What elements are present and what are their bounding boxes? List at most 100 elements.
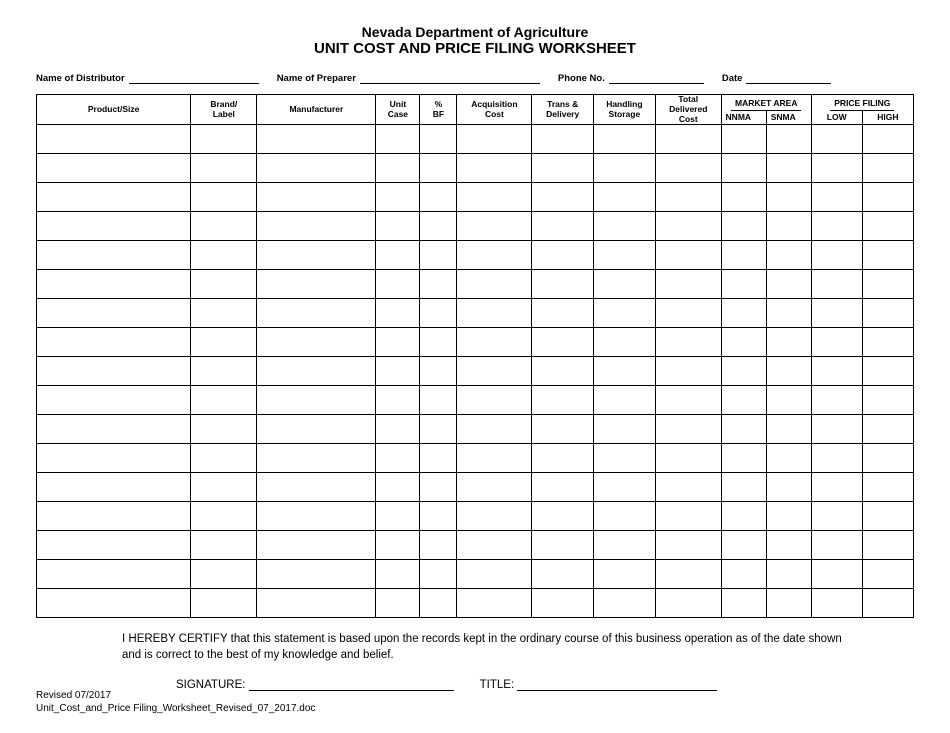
table-cell[interactable] bbox=[766, 357, 799, 386]
table-cell[interactable] bbox=[420, 270, 457, 299]
table-cell[interactable] bbox=[862, 328, 913, 357]
title-input[interactable] bbox=[517, 677, 717, 691]
table-cell[interactable] bbox=[811, 212, 862, 241]
table-cell[interactable] bbox=[655, 473, 721, 502]
table-cell[interactable] bbox=[862, 270, 913, 299]
table-cell[interactable] bbox=[532, 589, 594, 618]
table-cell[interactable] bbox=[862, 357, 913, 386]
table-cell[interactable] bbox=[457, 589, 532, 618]
table-cell[interactable] bbox=[655, 502, 721, 531]
table-cell[interactable] bbox=[721, 473, 754, 502]
table-cell[interactable] bbox=[420, 299, 457, 328]
table-cell[interactable] bbox=[37, 125, 191, 154]
table-cell[interactable] bbox=[532, 386, 594, 415]
table-cell[interactable] bbox=[800, 444, 811, 473]
table-cell[interactable] bbox=[766, 444, 799, 473]
table-cell[interactable] bbox=[376, 299, 420, 328]
table-cell[interactable] bbox=[655, 212, 721, 241]
table-cell[interactable] bbox=[37, 357, 191, 386]
table-cell[interactable] bbox=[37, 212, 191, 241]
table-cell[interactable] bbox=[594, 444, 656, 473]
table-cell[interactable] bbox=[862, 125, 913, 154]
table-cell[interactable] bbox=[376, 212, 420, 241]
table-cell[interactable] bbox=[191, 415, 257, 444]
table-cell[interactable] bbox=[376, 386, 420, 415]
table-cell[interactable] bbox=[800, 270, 811, 299]
table-cell[interactable] bbox=[37, 270, 191, 299]
table-cell[interactable] bbox=[257, 270, 376, 299]
table-cell[interactable] bbox=[721, 531, 754, 560]
table-cell[interactable] bbox=[755, 212, 766, 241]
table-cell[interactable] bbox=[800, 212, 811, 241]
table-cell[interactable] bbox=[594, 125, 656, 154]
table-cell[interactable] bbox=[457, 125, 532, 154]
table-cell[interactable] bbox=[532, 212, 594, 241]
table-cell[interactable] bbox=[655, 415, 721, 444]
table-cell[interactable] bbox=[257, 212, 376, 241]
table-cell[interactable] bbox=[376, 183, 420, 212]
table-cell[interactable] bbox=[532, 299, 594, 328]
table-cell[interactable] bbox=[457, 473, 532, 502]
table-cell[interactable] bbox=[594, 502, 656, 531]
table-cell[interactable] bbox=[376, 502, 420, 531]
table-cell[interactable] bbox=[800, 125, 811, 154]
table-cell[interactable] bbox=[655, 299, 721, 328]
table-cell[interactable] bbox=[594, 415, 656, 444]
table-cell[interactable] bbox=[766, 415, 799, 444]
table-cell[interactable] bbox=[862, 444, 913, 473]
table-cell[interactable] bbox=[800, 386, 811, 415]
table-cell[interactable] bbox=[594, 241, 656, 270]
table-cell[interactable] bbox=[862, 531, 913, 560]
table-cell[interactable] bbox=[811, 241, 862, 270]
table-cell[interactable] bbox=[655, 386, 721, 415]
table-cell[interactable] bbox=[191, 328, 257, 357]
table-cell[interactable] bbox=[811, 589, 862, 618]
table-cell[interactable] bbox=[420, 415, 457, 444]
table-cell[interactable] bbox=[811, 357, 862, 386]
table-cell[interactable] bbox=[862, 589, 913, 618]
table-cell[interactable] bbox=[191, 473, 257, 502]
table-cell[interactable] bbox=[191, 241, 257, 270]
table-cell[interactable] bbox=[755, 560, 766, 589]
table-cell[interactable] bbox=[755, 241, 766, 270]
table-cell[interactable] bbox=[594, 531, 656, 560]
table-cell[interactable] bbox=[191, 386, 257, 415]
table-cell[interactable] bbox=[766, 386, 799, 415]
table-cell[interactable] bbox=[766, 241, 799, 270]
table-cell[interactable] bbox=[457, 299, 532, 328]
table-cell[interactable] bbox=[766, 560, 799, 589]
table-cell[interactable] bbox=[755, 589, 766, 618]
table-cell[interactable] bbox=[766, 125, 799, 154]
table-cell[interactable] bbox=[755, 444, 766, 473]
table-cell[interactable] bbox=[532, 444, 594, 473]
table-cell[interactable] bbox=[37, 183, 191, 212]
table-cell[interactable] bbox=[457, 270, 532, 299]
table-cell[interactable] bbox=[755, 357, 766, 386]
table-cell[interactable] bbox=[655, 560, 721, 589]
table-cell[interactable] bbox=[376, 415, 420, 444]
table-cell[interactable] bbox=[376, 328, 420, 357]
table-cell[interactable] bbox=[257, 531, 376, 560]
table-cell[interactable] bbox=[257, 125, 376, 154]
table-cell[interactable] bbox=[655, 531, 721, 560]
table-cell[interactable] bbox=[811, 328, 862, 357]
table-cell[interactable] bbox=[37, 154, 191, 183]
table-cell[interactable] bbox=[532, 473, 594, 502]
table-cell[interactable] bbox=[457, 241, 532, 270]
table-cell[interactable] bbox=[191, 154, 257, 183]
table-cell[interactable] bbox=[191, 502, 257, 531]
table-cell[interactable] bbox=[376, 444, 420, 473]
table-cell[interactable] bbox=[532, 357, 594, 386]
table-cell[interactable] bbox=[420, 183, 457, 212]
table-cell[interactable] bbox=[862, 473, 913, 502]
table-cell[interactable] bbox=[721, 415, 754, 444]
table-cell[interactable] bbox=[721, 386, 754, 415]
table-cell[interactable] bbox=[191, 357, 257, 386]
table-cell[interactable] bbox=[191, 531, 257, 560]
table-cell[interactable] bbox=[376, 125, 420, 154]
table-cell[interactable] bbox=[721, 560, 754, 589]
table-cell[interactable] bbox=[755, 328, 766, 357]
table-cell[interactable] bbox=[420, 357, 457, 386]
table-cell[interactable] bbox=[721, 270, 754, 299]
table-cell[interactable] bbox=[457, 560, 532, 589]
